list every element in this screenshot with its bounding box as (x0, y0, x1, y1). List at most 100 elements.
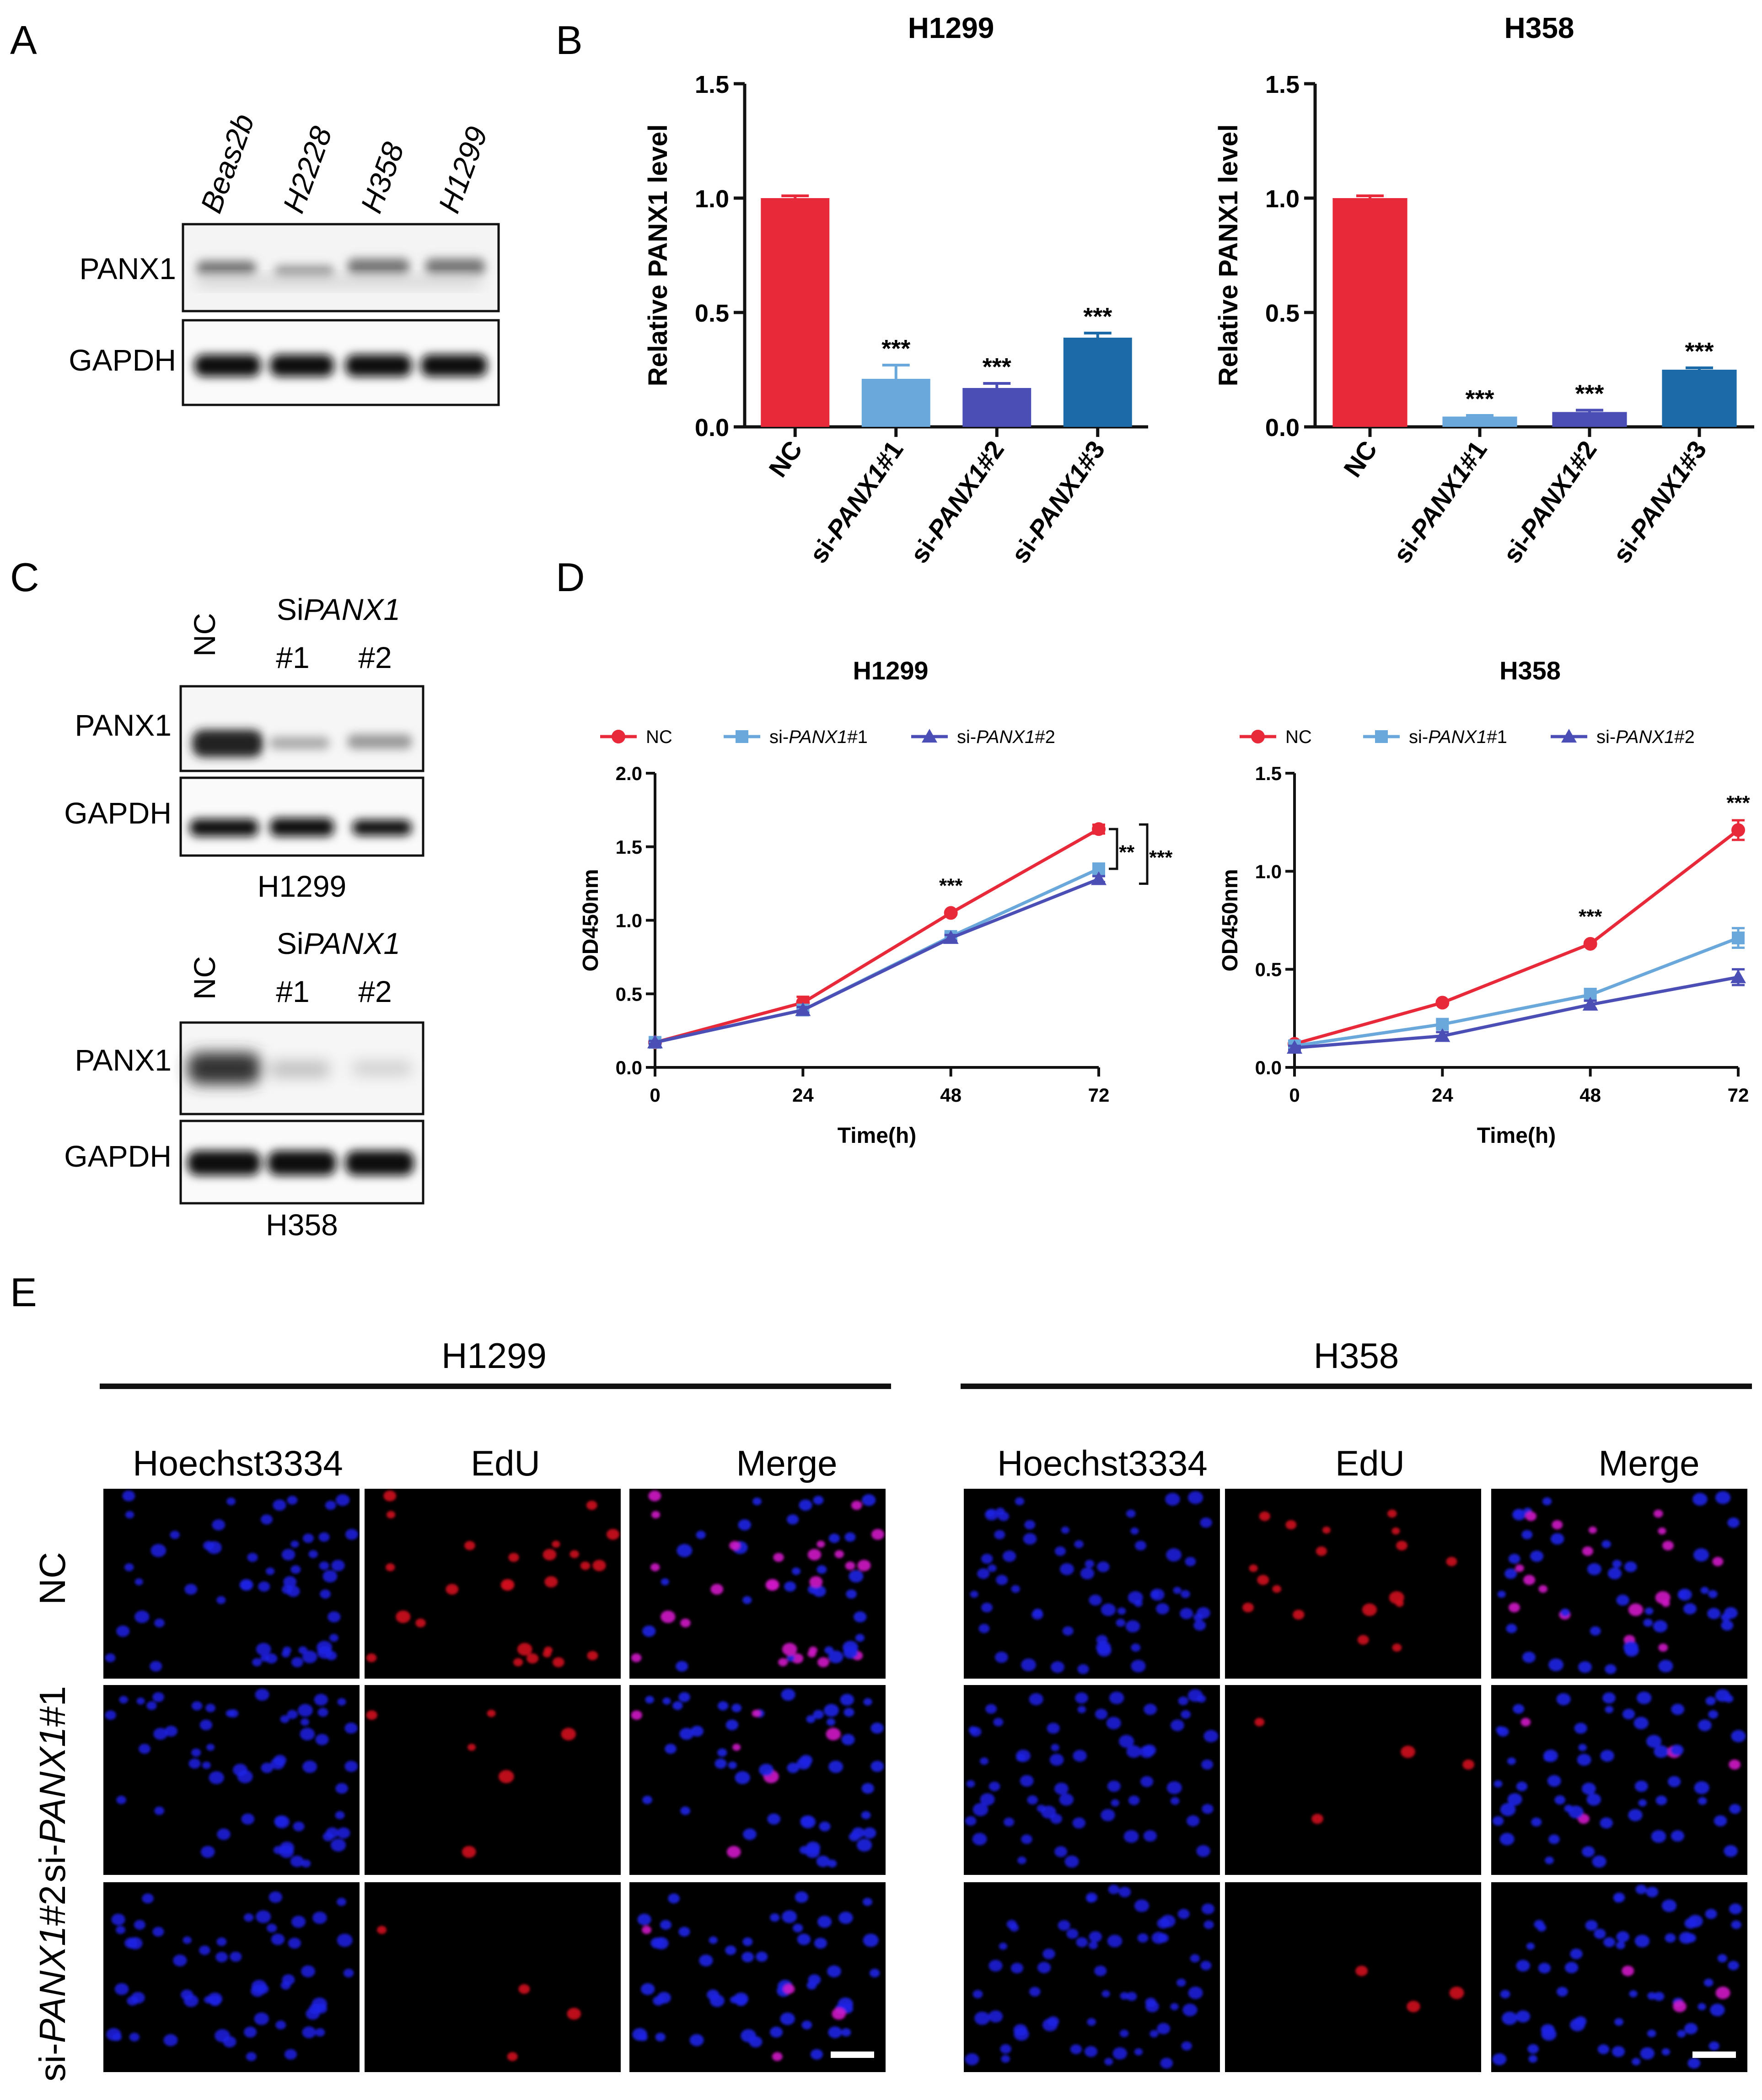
nucleus (257, 1984, 269, 1994)
nucleus (817, 1916, 832, 1928)
data-point (1287, 1040, 1302, 1054)
nucleus (1131, 1643, 1141, 1652)
data-point (795, 1002, 811, 1016)
nucleus (843, 1641, 859, 1654)
nucleus (300, 1728, 315, 1741)
nucleus (1638, 1799, 1647, 1807)
nucleus (710, 1583, 724, 1595)
nucleus (1587, 1563, 1601, 1575)
nucleus (1577, 1754, 1591, 1766)
nucleus (153, 1728, 168, 1740)
nucleus (267, 1923, 277, 1933)
microscopy-image (1491, 1685, 1747, 1875)
nucleus (217, 1828, 231, 1840)
y-tick-label: 1.0 (695, 185, 729, 213)
data-point (1561, 729, 1577, 743)
nucleus (1574, 1723, 1587, 1734)
nucleus (290, 1855, 304, 1867)
microscopy-image (964, 1882, 1220, 2072)
nucleus (1665, 1933, 1676, 1943)
nucleus (230, 1951, 242, 1962)
row-label-si1: si-PANX1#1 (32, 1686, 73, 1883)
nucleus (1058, 1920, 1070, 1931)
nucleus (1128, 1591, 1143, 1604)
microscopy-image (1225, 1489, 1481, 1679)
legend-label: NC (646, 727, 672, 747)
nucleus (1407, 2001, 1420, 2013)
nucleus (385, 1563, 395, 1572)
nucleus (1272, 1585, 1282, 1593)
nucleus (212, 1519, 226, 1531)
nucleus (1285, 1520, 1297, 1529)
panel-letter-a: A (10, 17, 37, 63)
nucleus (376, 1926, 387, 1934)
image-background (964, 1882, 1220, 2072)
data-point (1434, 1028, 1450, 1042)
nucleus (735, 1771, 750, 1784)
nucleus (791, 1567, 801, 1575)
nucleus (1516, 2010, 1531, 2023)
nucleus (1059, 1793, 1074, 1806)
nucleus (134, 1920, 145, 1930)
x-tick-label: 0 (650, 1084, 660, 1106)
nucleus (1015, 1750, 1031, 1762)
nucleus (1668, 1776, 1681, 1788)
nucleus (1311, 1814, 1323, 1824)
bracket (1109, 828, 1118, 870)
nucleus (592, 1560, 606, 1572)
nucleus (1504, 1568, 1517, 1579)
nucleus (741, 2029, 756, 2042)
y-tick-label: 0.0 (695, 414, 729, 442)
x-tick-label: si-PANX1#1 (804, 436, 909, 568)
nucleus (343, 1968, 354, 1978)
nucleus (1178, 1696, 1188, 1706)
nucleus (1200, 1517, 1212, 1528)
nucleus (1392, 1643, 1402, 1652)
nucleus (1123, 1830, 1139, 1843)
nucleus (1602, 1692, 1616, 1704)
nucleus (988, 1782, 1000, 1791)
nucleus (640, 1983, 655, 1995)
nucleus (1145, 2001, 1159, 2013)
nucleus (1107, 1934, 1123, 1948)
nucleus (116, 1625, 130, 1637)
nucleus (1024, 1520, 1036, 1529)
nucleus (1671, 1703, 1685, 1715)
data-point (1251, 730, 1265, 743)
nucleus (1160, 1915, 1176, 1928)
nucleus (1362, 1603, 1377, 1616)
nucleus (1514, 1509, 1522, 1517)
line-chart-h1299: H1299 NC si-PANX1#1 si-PANX1#2 0.0 0.5 1.0 1.5 2… (579, 656, 1173, 1148)
blot-a-panx1 (182, 223, 500, 312)
nucleus (274, 1815, 287, 1827)
nuclei (1355, 1965, 1464, 2013)
nucleus (291, 1916, 306, 1928)
nucleus (1322, 1526, 1331, 1534)
blot-a-lane-labels: Beas2b H2228 H358 H1299 (194, 109, 494, 217)
nucleus (283, 1576, 297, 1588)
nucleus (1644, 1607, 1654, 1615)
nucleus (1001, 2055, 1010, 2063)
nucleus (1724, 1607, 1738, 1619)
microscopy-image (1491, 1882, 1747, 2072)
nucleus (1541, 2024, 1555, 2036)
nucleus (136, 1697, 145, 1705)
nucleus (1616, 1594, 1629, 1606)
nucleus (668, 1893, 680, 1904)
nucleus (1694, 1781, 1709, 1794)
nucleus (1687, 2057, 1701, 2069)
nucleus (800, 1755, 813, 1766)
nucleus (1029, 1693, 1043, 1706)
line-chart-h358: H358 NC si-PANX1#1 si-PANX1#2 0.0 0.5 1.0 1.5 0 2… (1218, 656, 1751, 1148)
si-prefix: Si (277, 592, 304, 626)
group-label-h358: H358 (1314, 1335, 1399, 1376)
nucleus (1692, 1493, 1708, 1506)
chart-title: H1299 (853, 656, 928, 685)
nucleus (817, 1565, 827, 1574)
nucleus (677, 1544, 693, 1557)
nucleus (678, 1927, 690, 1937)
nuclei (1242, 1509, 1457, 1652)
nucleus (637, 1913, 651, 1926)
nucleus (1116, 1619, 1126, 1627)
nucleus (995, 1652, 1008, 1663)
